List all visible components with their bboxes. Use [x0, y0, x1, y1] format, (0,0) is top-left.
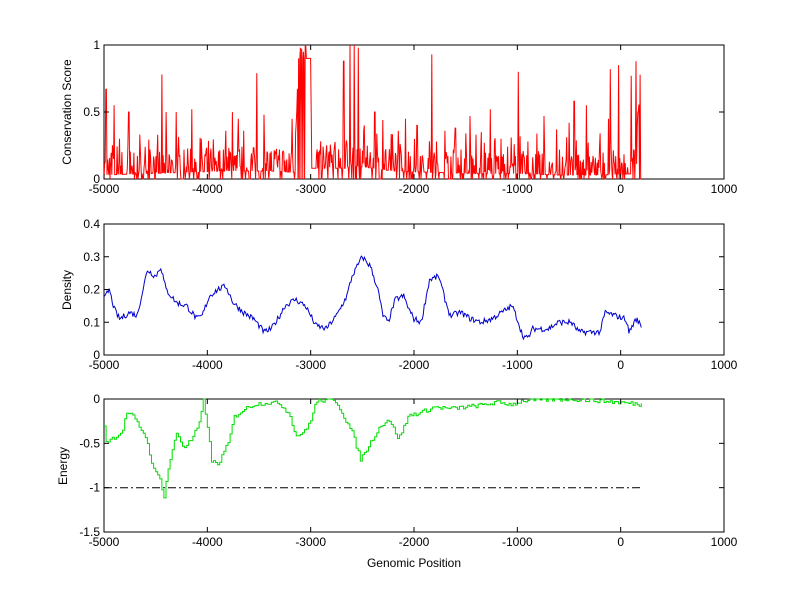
- panel-energy-xticks: -5000 -4000 -3000 -2000 -1000 0 1000: [89, 399, 738, 549]
- panel-density-xtick-label: 0: [617, 358, 624, 372]
- panel-conservation-xtick-label: -2000: [399, 182, 430, 196]
- panel-density-ylabel: Density: [60, 270, 74, 310]
- panel-energy-ytick-label: -1.5: [79, 525, 100, 539]
- panel-energy-yticks: -1.5 -1 -0.5 0: [79, 392, 724, 539]
- panel-density-ytick-label: 0.1: [83, 315, 100, 329]
- panel-density-yticks: 0 0.1 0.2 0.3 0.4: [83, 217, 724, 362]
- panel-density-xtick-label: -5000: [89, 358, 120, 372]
- x-axis-title: Genomic Position: [367, 556, 461, 570]
- panel-energy-ytick-label: -0.5: [79, 436, 100, 450]
- panel-conservation-series-0-line: [103, 44, 642, 180]
- panel-density-xticks: -5000 -4000 -3000 -2000 -1000 0 1000: [89, 224, 738, 372]
- panel-energy-ylabel: Energy: [56, 447, 70, 485]
- panel-energy-xtick-label: 0: [617, 535, 624, 549]
- panel-conservation-xticks: -5000 -4000 -3000 -2000 -1000 0 1000: [89, 45, 738, 196]
- panel-energy-xtick-label: -4000: [192, 535, 223, 549]
- panel-density-ytick-label: 0.2: [83, 283, 100, 297]
- panel-conservation-xtick-label: -1000: [502, 182, 533, 196]
- panel-conservation-yticks: 00.51: [83, 38, 724, 186]
- panel-energy-xtick-label: 1000: [711, 535, 738, 549]
- panel-conservation: -5000 -4000 -3000 -2000 -1000 0 1000 00.51 Con…: [60, 38, 738, 196]
- panel-energy-ytick-label: 0: [93, 392, 100, 406]
- panel-density-xtick-label: -1000: [502, 358, 533, 372]
- panel-conservation-ylabel: Conservation Score: [60, 59, 74, 165]
- panel-energy-xtick-label: -3000: [295, 535, 326, 549]
- panel-density-xtick-label: -2000: [399, 358, 430, 372]
- panel-energy: -5000 -4000 -3000 -2000 -1000 0 1000 -1.5 -1 -0.…: [56, 392, 738, 549]
- panel-conservation-xtick-label: -5000: [89, 182, 120, 196]
- panel-conservation-series: [103, 44, 642, 180]
- panel-energy-xtick-label: -2000: [399, 535, 430, 549]
- panel-density-ytick-label: 0.3: [83, 250, 100, 264]
- panel-density-ytick-label: 0: [93, 348, 100, 362]
- panel-energy-series-0-line: [104, 398, 642, 499]
- panel-conservation-xtick-label: 0: [617, 182, 624, 196]
- panel-conservation-xtick-label: -4000: [192, 182, 223, 196]
- panel-conservation-ytick-label: 1: [93, 38, 100, 52]
- panel-density-series: [103, 255, 642, 341]
- panel-energy-ytick-label: -1: [89, 481, 100, 495]
- panel-density-xtick-label: -4000: [192, 358, 223, 372]
- panel-energy-xtick-label: -5000: [89, 535, 120, 549]
- panel-conservation-xtick-label: 1000: [711, 182, 738, 196]
- panel-density-xtick-label: -3000: [295, 358, 326, 372]
- panel-conservation-ytick-label: 0: [93, 172, 100, 186]
- panel-conservation-ytick-label: 0.5: [83, 105, 100, 119]
- panel-density-ytick-label: 0.4: [83, 217, 100, 231]
- panel-conservation-xtick-label: -3000: [295, 182, 326, 196]
- panel-density-series-0-line: [103, 255, 642, 341]
- panel-density-xtick-label: 1000: [711, 358, 738, 372]
- panel-energy-xtick-label: -1000: [502, 535, 533, 549]
- panel-density: -5000 -4000 -3000 -2000 -1000 0 1000 0 0.1 0.2 0.…: [60, 217, 738, 372]
- panel-energy-series: [104, 398, 642, 499]
